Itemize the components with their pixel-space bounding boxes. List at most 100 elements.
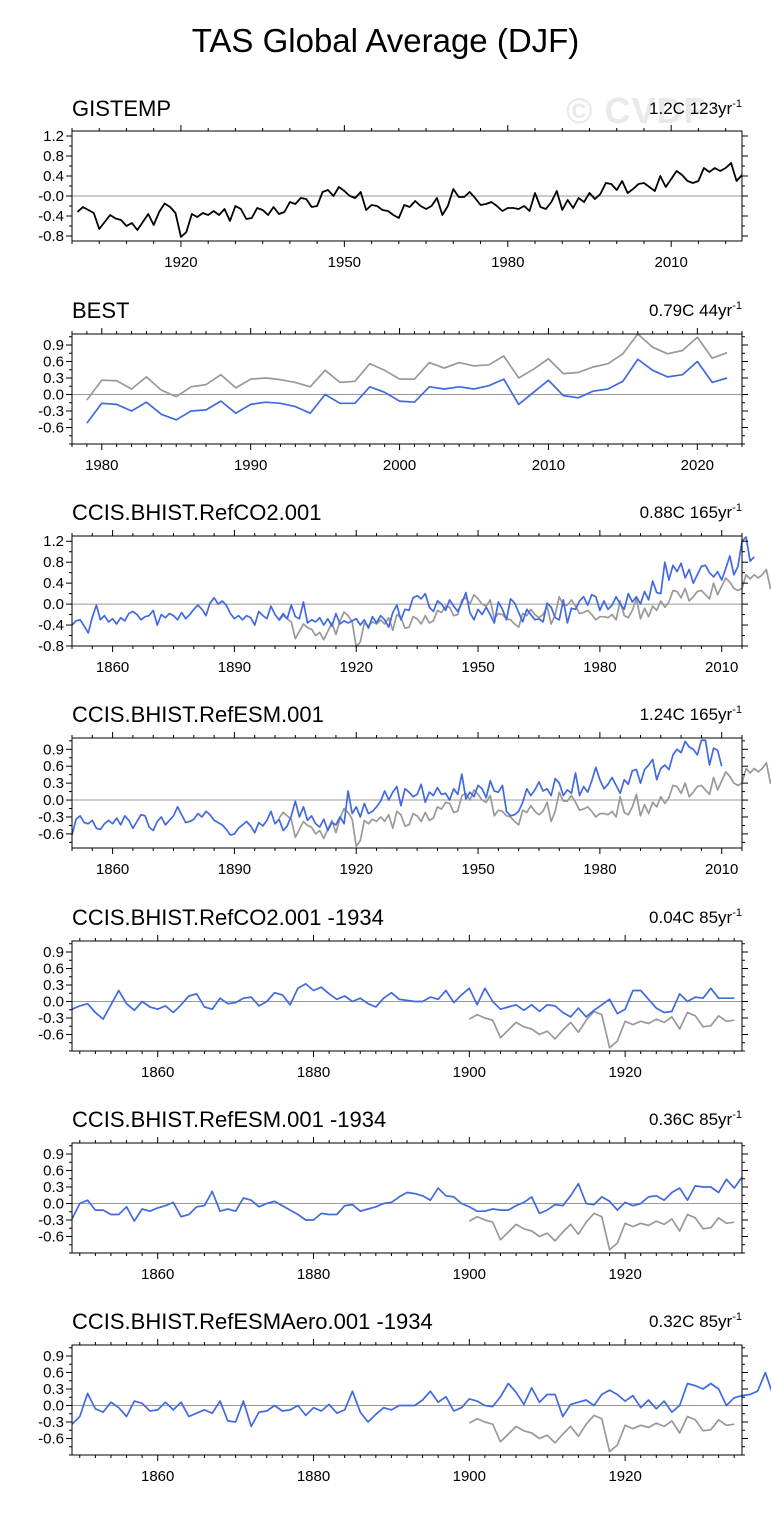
series-model — [71, 739, 723, 836]
x-tick-label: 1920 — [340, 861, 373, 878]
series-obs — [468, 1414, 735, 1453]
x-tick-label: 1950 — [328, 254, 361, 271]
x-tick-label: 2010 — [654, 254, 687, 271]
x-tick-label: 1880 — [297, 1468, 330, 1485]
y-tick-label: -0.4 — [38, 208, 64, 225]
trend-info: 1.24C 165yr-1 — [640, 704, 742, 724]
y-tick-label: -0.8 — [38, 638, 64, 655]
y-tick-label: -0.6 — [38, 826, 64, 843]
plot-frame — [71, 1344, 743, 1456]
series-single — [76, 162, 743, 238]
y-tick-label: -0.4 — [38, 617, 64, 634]
y-tick-label: 1.2 — [43, 128, 64, 145]
plot-frame — [71, 737, 743, 849]
y-tick-label: 0.4 — [43, 575, 64, 592]
trend-info: 0.79C 44yr-1 — [649, 300, 742, 320]
trend-value: 0.32C 85yr — [649, 1312, 732, 1331]
x-tick-label: 1980 — [583, 659, 616, 676]
panel-4: CCIS.BHIST.RefESM.001 1.24C 165yr-1 -0.6-0… — [38, 702, 771, 878]
trend-value: 0.36C 85yr — [649, 1110, 732, 1129]
y-tick-label: 0.9 — [43, 1146, 64, 1163]
cvdp-watermark: © CVDP — [566, 90, 709, 131]
trend-info: 0.88C 165yr-1 — [640, 502, 742, 522]
plot-frame — [71, 535, 743, 647]
y-tick-label: -0.3 — [38, 403, 64, 420]
panel-6: CCIS.BHIST.RefESM.001 -1934 0.36C 85yr-1 -… — [38, 1107, 748, 1283]
x-tick-label: 2010 — [705, 659, 738, 676]
y-tick-label: 0.8 — [43, 554, 64, 571]
x-tick-label: 1980 — [85, 457, 118, 474]
y-tick-label: 1.2 — [43, 533, 64, 550]
y-tick-label: 0.9 — [43, 1348, 64, 1365]
panel-3: CCIS.BHIST.RefCO2.001 0.88C 165yr-1 -0.8 -0… — [38, 500, 771, 676]
x-tick-label: 1890 — [218, 861, 251, 878]
y-tick-label: -0.3 — [38, 1212, 64, 1229]
y-tick-label: 0.6 — [43, 354, 64, 371]
panel-1: GISTEMP 1.2C 123yr-1 -0.8 -0.4 -0.0 0.4 0.8 1.2… — [38, 96, 748, 271]
y-tick-label: -0.0 — [38, 188, 64, 205]
x-tick-label: 1880 — [297, 1064, 330, 1081]
x-tick-label: 1950 — [461, 861, 494, 878]
y-tick-label: 0.0 — [43, 994, 64, 1011]
x-tick-label: 2000 — [383, 457, 416, 474]
trend-value: 1.2C 123yr — [649, 99, 732, 118]
panel-title: CCIS.BHIST.RefESM.001 — [72, 702, 324, 727]
y-tick-label: 0.6 — [43, 1163, 64, 1180]
y-tick-label: 0.6 — [43, 1365, 64, 1382]
x-tick-label: 2020 — [681, 457, 714, 474]
trend-exponent: -1 — [732, 907, 742, 919]
x-tick-label: 1880 — [297, 1266, 330, 1283]
x-tick-label: 1920 — [164, 254, 197, 271]
plot-frame — [71, 130, 743, 242]
y-tick-label: -0.3 — [38, 1010, 64, 1027]
y-tick-label: 0.3 — [43, 775, 64, 792]
x-tick-label: 1920 — [608, 1468, 641, 1485]
series-model — [71, 1176, 743, 1222]
panel-title: CCIS.BHIST.RefESMAero.001 -1934 — [72, 1309, 433, 1334]
y-tick-label: 0.3 — [43, 370, 64, 387]
y-tick-label: -0.6 — [38, 1027, 64, 1044]
trend-info: 1.2C 123yr-1 — [649, 98, 742, 118]
y-tick-label: -0.6 — [38, 1431, 64, 1448]
series-obs — [468, 1212, 735, 1251]
y-tick-label: 0.4 — [43, 168, 64, 185]
x-tick-label: 1980 — [491, 254, 524, 271]
y-tick-label: 0.3 — [43, 977, 64, 994]
x-tick-label: 1860 — [96, 659, 129, 676]
panel-title: CCIS.BHIST.RefESM.001 -1934 — [72, 1107, 386, 1132]
panel-7: CCIS.BHIST.RefESMAero.001 -1934 0.32C 85y… — [38, 1309, 771, 1485]
y-tick-label: 0.3 — [43, 1381, 64, 1398]
series-obs — [468, 1010, 735, 1049]
trend-info: 0.32C 85yr-1 — [649, 1311, 742, 1331]
y-tick-label: -0.3 — [38, 1414, 64, 1431]
series-obs — [278, 761, 771, 848]
x-tick-label: 1900 — [453, 1266, 486, 1283]
trend-exponent: -1 — [732, 502, 742, 514]
plot-frame — [71, 940, 743, 1052]
trend-value: 1.24C 165yr — [640, 705, 733, 724]
trend-value: 0.88C 165yr — [640, 503, 733, 522]
x-tick-label: 2010 — [532, 457, 565, 474]
trend-value: 0.79C 44yr — [649, 301, 732, 320]
y-tick-label: 0.3 — [43, 1179, 64, 1196]
plot-frame — [71, 333, 743, 445]
y-tick-label: 0.9 — [43, 944, 64, 961]
x-tick-label: 1920 — [608, 1064, 641, 1081]
x-tick-label: 1860 — [141, 1064, 174, 1081]
x-tick-label: 1950 — [461, 659, 494, 676]
y-tick-label: 0.0 — [43, 1398, 64, 1415]
series-obs — [278, 568, 771, 648]
y-tick-label: 0.6 — [43, 758, 64, 775]
trend-exponent: -1 — [732, 300, 742, 312]
trend-exponent: -1 — [732, 1311, 742, 1323]
panel-2: BEST 0.79C 44yr-1 -0.6-0.30.00.30.60.9 1980… — [38, 298, 748, 474]
x-tick-label: 1860 — [141, 1468, 174, 1485]
y-tick-label: -0.8 — [38, 228, 64, 245]
x-tick-label: 1890 — [218, 659, 251, 676]
panel-title: CCIS.BHIST.RefCO2.001 — [72, 500, 321, 525]
x-tick-label: 2010 — [705, 861, 738, 878]
trend-exponent: -1 — [732, 1109, 742, 1121]
x-tick-label: 1920 — [340, 659, 373, 676]
x-tick-label: 1860 — [141, 1266, 174, 1283]
